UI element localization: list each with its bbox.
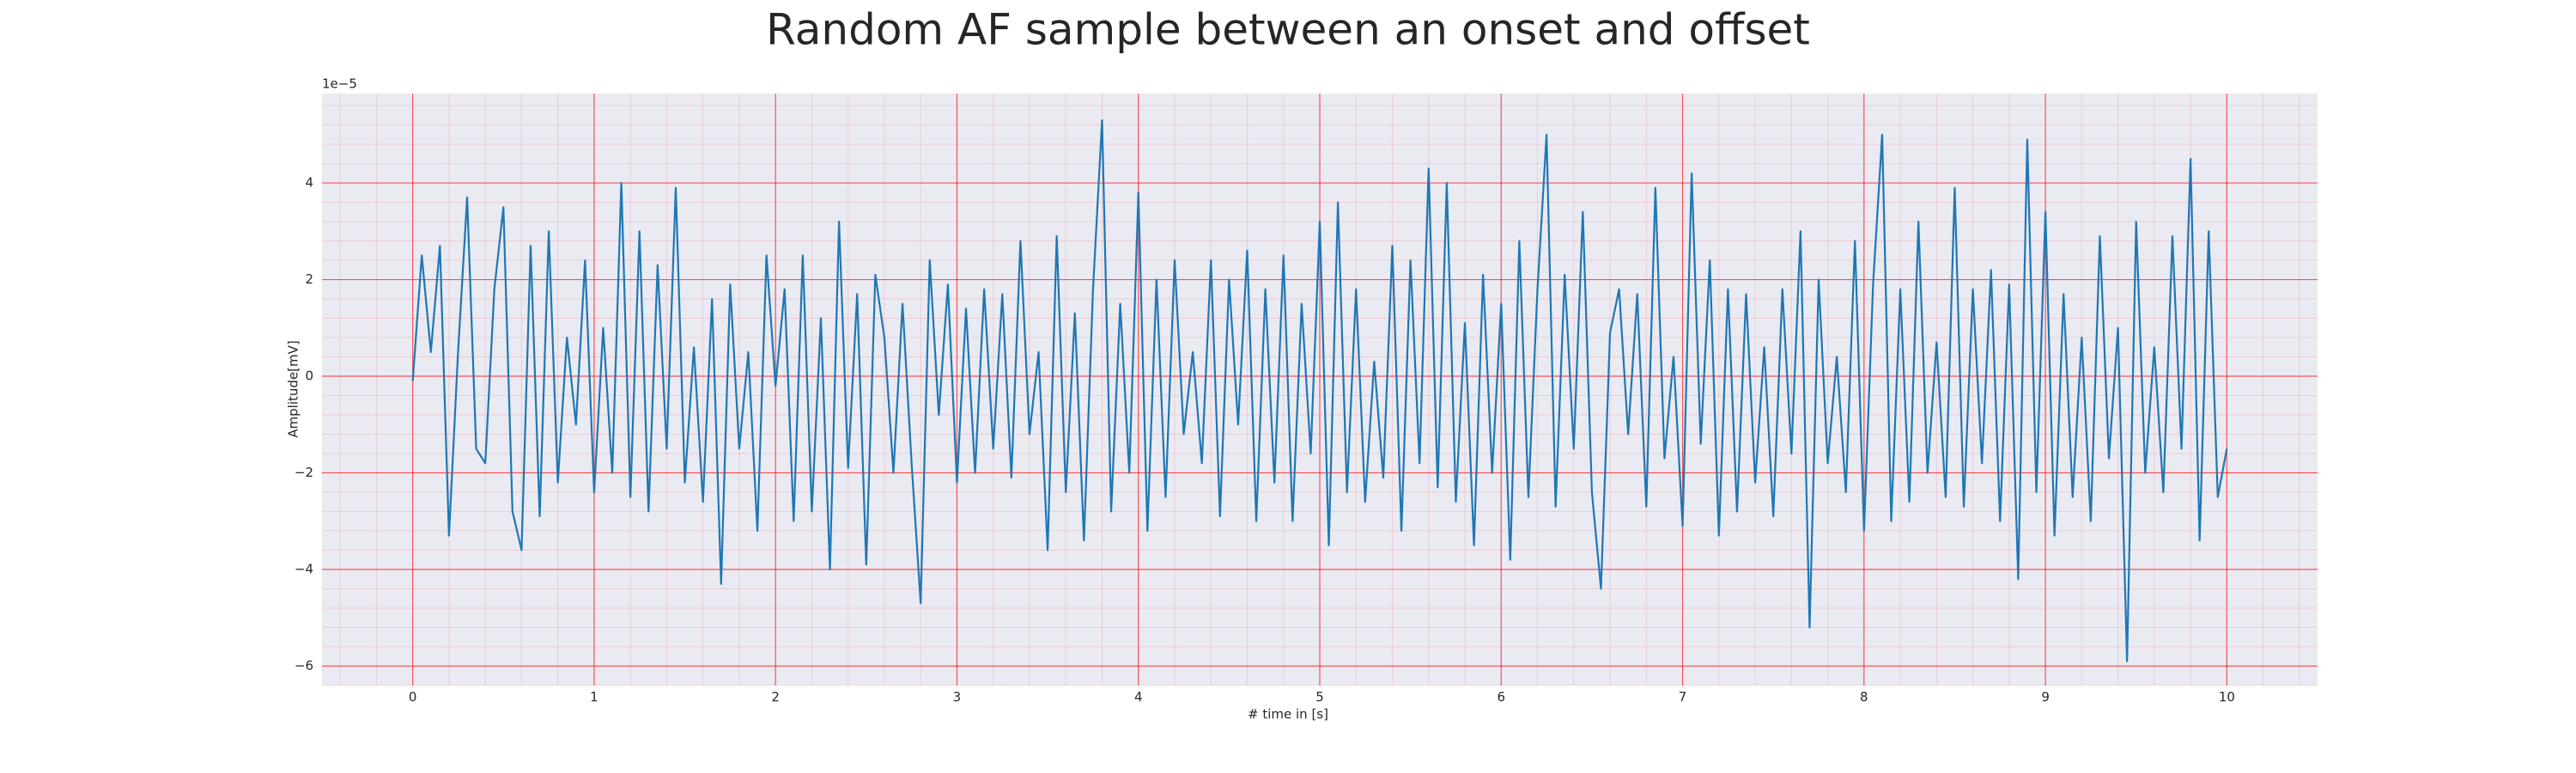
data-line <box>411 119 2228 662</box>
y-tick-label: −4 <box>295 562 313 577</box>
x-tick-label: 7 <box>1679 690 1687 705</box>
x-tick-label: 6 <box>1497 690 1505 705</box>
x-tick-label: 8 <box>1860 690 1868 705</box>
y-tick-label: 4 <box>305 175 313 191</box>
y-axis-label: Amplitude[mV] <box>286 340 301 437</box>
x-tick-label: 5 <box>1315 690 1324 705</box>
y-tick-label: −2 <box>295 465 313 480</box>
x-tick-label: 2 <box>771 690 780 705</box>
y-offset-text: 1e−5 <box>322 76 357 92</box>
y-tick-label: 0 <box>305 368 313 384</box>
y-tick-label: −6 <box>295 658 313 673</box>
chart-title: Random AF sample between an onset and of… <box>766 5 1810 55</box>
y-tick-label: 2 <box>305 271 313 287</box>
x-tick-label: 9 <box>2041 690 2050 705</box>
x-tick-label: 0 <box>409 690 417 705</box>
x-tick-label: 1 <box>590 690 598 705</box>
x-tick-label: 4 <box>1134 690 1143 705</box>
x-axis-label: # time in [s] <box>1248 707 1328 722</box>
x-tick-label: 3 <box>953 690 962 705</box>
x-tick-label: 10 <box>2219 690 2235 705</box>
